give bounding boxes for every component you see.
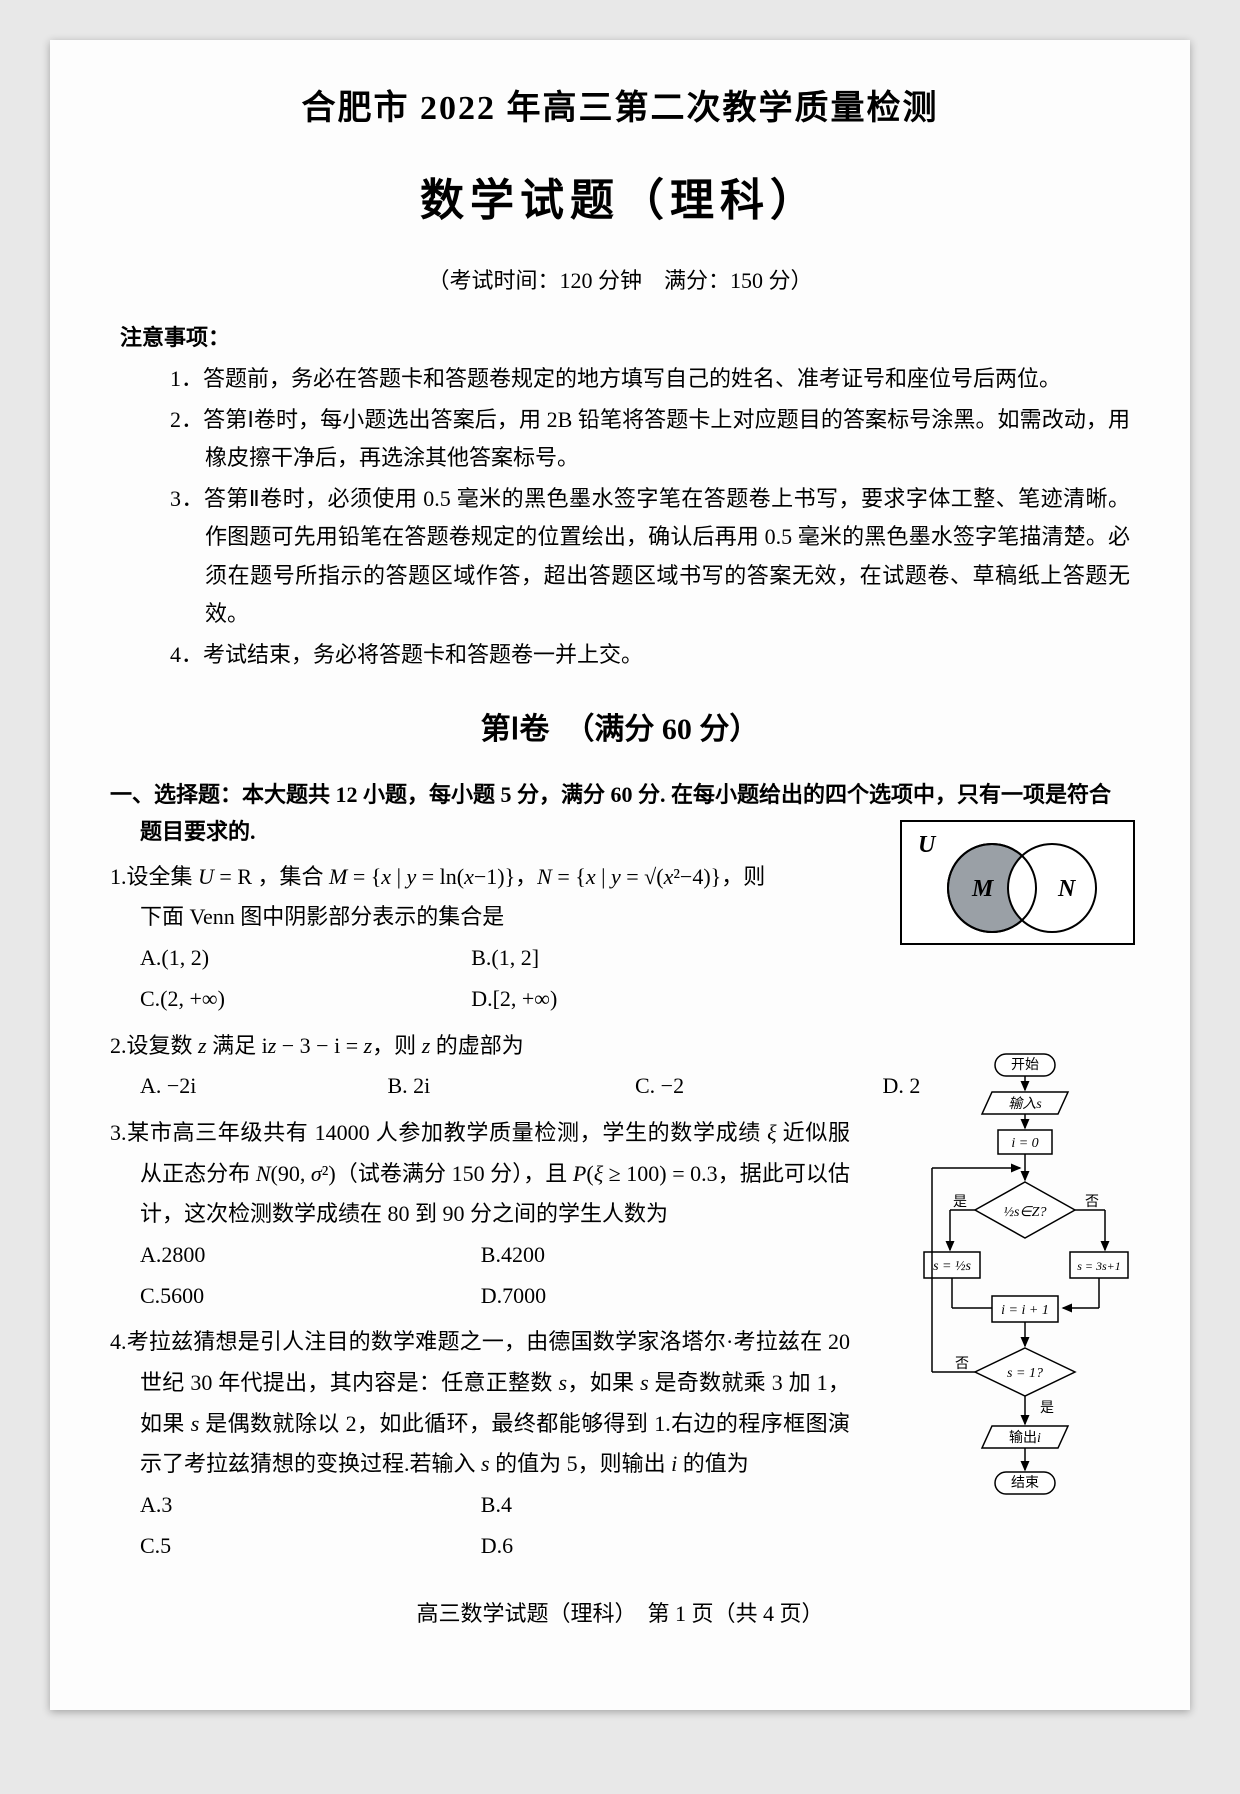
exam-page: 合肥市 2022 年高三第二次教学质量检测 数学试题（理科） （考试时间：120… bbox=[50, 40, 1190, 1710]
q4-stem: 4.考拉兹猜想是引人注目的数学难题之一，由德国数学家洛塔尔·考拉兹在 20 世纪… bbox=[110, 1322, 850, 1485]
venn-label-n: N bbox=[1057, 876, 1077, 902]
flowchart-svg: 开始 输入s i = 0 ½s∈Z? 是 否 s = ½s bbox=[920, 1050, 1130, 1530]
flow-right-text: s = 3s+1 bbox=[1077, 1259, 1121, 1273]
flow-yes1: 是 bbox=[953, 1195, 967, 1210]
q2-option-c: C. −2 bbox=[635, 1066, 883, 1107]
flow-cond2-text: s = 1? bbox=[1007, 1366, 1043, 1381]
venn-label-u: U bbox=[918, 832, 937, 858]
q3-option-c: C.5600 bbox=[140, 1276, 481, 1317]
q2-option-b: B. 2i bbox=[388, 1066, 636, 1107]
flow-yes2: 是 bbox=[1040, 1401, 1054, 1416]
venn-label-m: M bbox=[971, 876, 995, 902]
q1-stem-line2: 下面 Venn 图中阴影部分表示的集合是 bbox=[140, 897, 830, 938]
exam-info: （考试时间：120 分钟 满分：150 分） bbox=[110, 263, 1130, 295]
flow-cond1-text: ½s∈Z? bbox=[1004, 1205, 1047, 1220]
section-title: 第Ⅰ卷 （满分 60 分） bbox=[110, 704, 1130, 748]
q3-stem: 3.某市高三年级共有 14000 人参加教学质量检测，学生的数学成绩 ξ 近似服… bbox=[110, 1113, 850, 1235]
q3-option-a: A.2800 bbox=[140, 1235, 481, 1276]
flow-left-text: s = ½s bbox=[933, 1259, 971, 1274]
q1-option-c: C.(2, +∞) bbox=[140, 979, 471, 1020]
page-footer: 高三数学试题（理科） 第 1 页（共 4 页） bbox=[110, 1596, 1130, 1628]
flow-start-text: 开始 bbox=[1011, 1057, 1039, 1073]
notice-item: 2．答第Ⅰ卷时，每小题选出答案后，用 2B 铅笔将答题卡上对应题目的答案标号涂黑… bbox=[170, 401, 1130, 478]
notice-item: 3．答第Ⅱ卷时，必须使用 0.5 毫米的黑色墨水签字笔在答题卷上书写，要求字体工… bbox=[170, 480, 1130, 634]
q4-option-d: D.6 bbox=[481, 1526, 822, 1567]
question-1: 1.设全集 U = R ，集合 M = {x | y = ln(x−1)}，N … bbox=[110, 857, 830, 1020]
flow-no1: 否 bbox=[1085, 1195, 1099, 1210]
flow-inc-text: i = i + 1 bbox=[1001, 1303, 1049, 1318]
venn-svg: U M N bbox=[902, 822, 1133, 943]
q4-option-b: B.4 bbox=[481, 1485, 822, 1526]
q1-stem-line1: 1.设全集 U = R ，集合 M = {x | y = ln(x−1)}，N … bbox=[110, 857, 830, 898]
flow-init-text: i = 0 bbox=[1011, 1136, 1038, 1151]
flow-output-text: 输出i bbox=[1009, 1430, 1041, 1446]
question-4: 4.考拉兹猜想是引人注目的数学难题之一，由德国数学家洛塔尔·考拉兹在 20 世纪… bbox=[110, 1322, 850, 1566]
flowchart: 开始 输入s i = 0 ½s∈Z? 是 否 s = ½s bbox=[920, 1050, 1130, 1530]
sub-title: 数学试题（理科） bbox=[110, 164, 1130, 228]
q3-option-b: B.4200 bbox=[481, 1235, 822, 1276]
notice-title: 注意事项： bbox=[120, 320, 1130, 352]
venn-diagram: U M N bbox=[900, 820, 1135, 945]
q3-option-d: D.7000 bbox=[481, 1276, 822, 1317]
notice-item: 1．答题前，务必在答题卡和答题卷规定的地方填写自己的姓名、准考证号和座位号后两位… bbox=[170, 360, 1130, 399]
q2-option-a: A. −2i bbox=[140, 1066, 388, 1107]
venn-circle-n bbox=[1008, 844, 1096, 932]
flow-no2: 否 bbox=[955, 1357, 969, 1372]
q1-option-a: A.(1, 2) bbox=[140, 938, 471, 979]
notice-item: 4．考试结束，务必将答题卡和答题卷一并上交。 bbox=[170, 636, 1130, 675]
flow-input-text: 输入s bbox=[1008, 1096, 1042, 1112]
q4-option-a: A.3 bbox=[140, 1485, 481, 1526]
question-3: 3.某市高三年级共有 14000 人参加教学质量检测，学生的数学成绩 ξ 近似服… bbox=[110, 1113, 850, 1316]
q1-option-d: D.[2, +∞) bbox=[471, 979, 802, 1020]
notice-list: 1．答题前，务必在答题卡和答题卷规定的地方填写自己的姓名、准考证号和座位号后两位… bbox=[170, 360, 1130, 674]
flow-end-text: 结束 bbox=[1011, 1475, 1039, 1491]
q4-option-c: C.5 bbox=[140, 1526, 481, 1567]
main-title: 合肥市 2022 年高三第二次教学质量检测 bbox=[110, 80, 1130, 129]
q1-option-b: B.(1, 2] bbox=[471, 938, 802, 979]
